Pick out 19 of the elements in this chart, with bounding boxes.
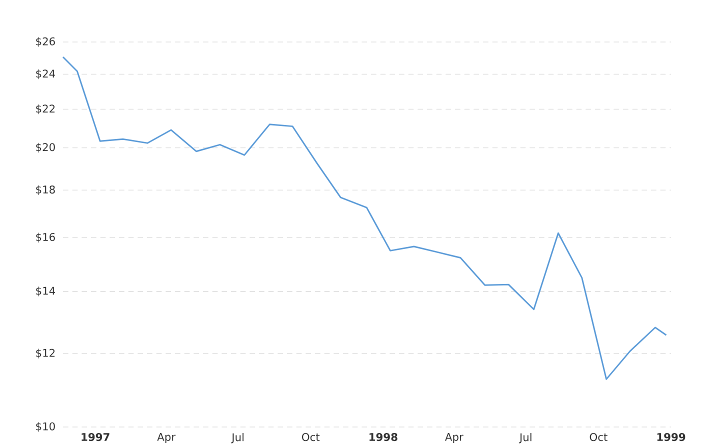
y-tick-label: $20: [36, 142, 55, 153]
x-tick-label: Oct: [590, 433, 608, 442]
line-series: [62, 56, 668, 380]
y-tick-label: $22: [36, 104, 55, 114]
y-tick-label: $24: [36, 69, 56, 80]
x-tick-label: Apr: [445, 433, 464, 444]
x-tick-label: Jul: [231, 433, 244, 444]
x-tick-label: 1998: [370, 433, 398, 442]
x-tick-label: 1999: [657, 433, 686, 442]
y-tick-label: $14: [36, 286, 56, 296]
x-tick-label: Jul: [518, 433, 532, 444]
y-tick-label: $26: [36, 37, 55, 47]
x-tick-label: Apr: [157, 433, 176, 444]
y-tick-label: $12: [36, 348, 55, 358]
y-tick-label: $18: [36, 185, 55, 195]
x-tick-label: 1997: [82, 433, 110, 442]
y-tick-label: $10: [36, 422, 55, 432]
y-tick-label: $16: [36, 232, 55, 242]
x-tick-label: Oct: [302, 433, 320, 442]
